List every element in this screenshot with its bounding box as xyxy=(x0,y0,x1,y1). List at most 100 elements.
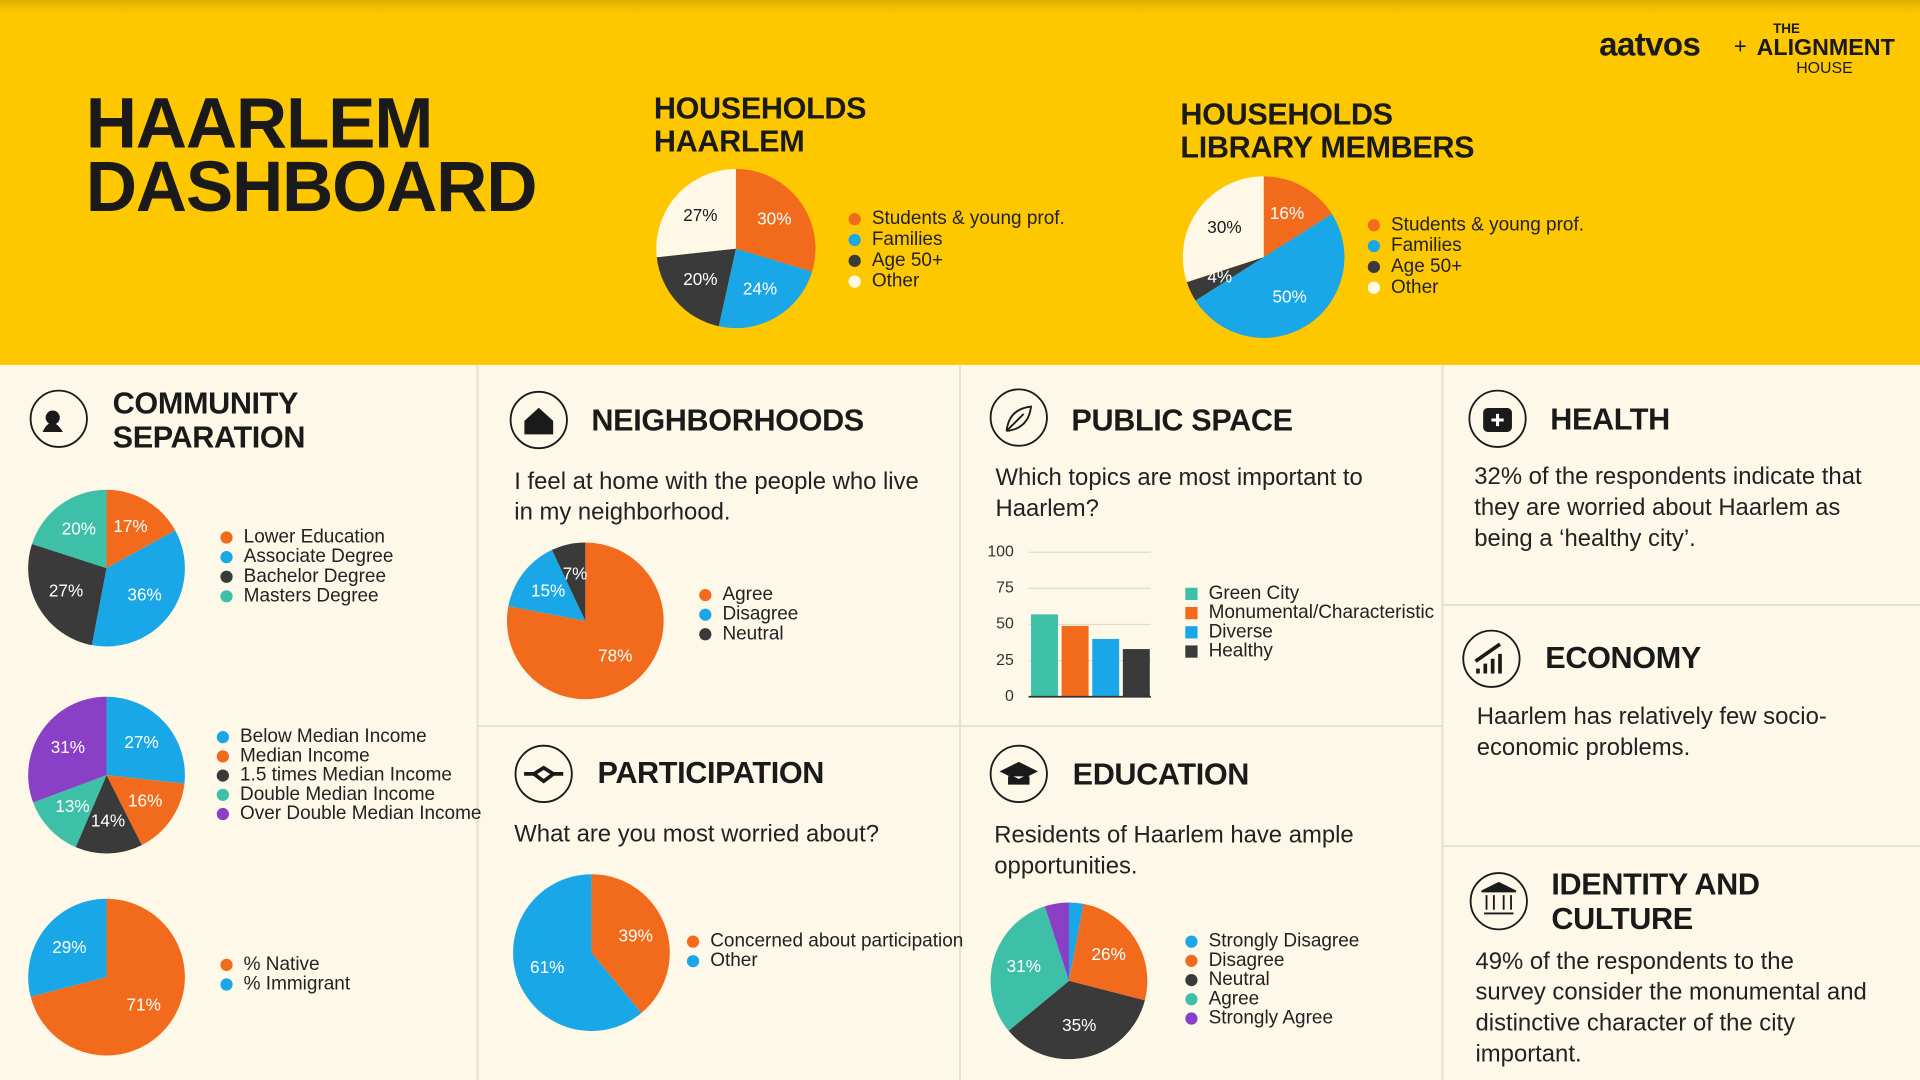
legend-swatch xyxy=(220,570,233,583)
legend-swatch xyxy=(216,769,229,782)
legend-label: Bachelor Degree xyxy=(244,566,386,587)
slice-label: 16% xyxy=(1270,203,1304,223)
chart-title: HOUSEHOLDS xyxy=(1180,97,1392,131)
pie-slice xyxy=(1182,176,1264,283)
logo: ALIGNMENT xyxy=(1757,34,1895,60)
legend-swatch xyxy=(699,608,712,621)
legend-label: Masters Degree xyxy=(244,585,379,606)
slice-label: 17% xyxy=(113,516,147,536)
y-tick-label: 100 xyxy=(987,543,1014,560)
pie-slice xyxy=(28,696,107,803)
slice-label: 27% xyxy=(49,581,83,601)
pie-slice xyxy=(1186,257,1264,301)
slice-label: 26% xyxy=(1092,944,1126,964)
chart-title: HAARLEM xyxy=(654,124,804,158)
bar xyxy=(1031,614,1058,697)
y-tick-label: 25 xyxy=(996,652,1014,669)
panel-title: PUBLIC SPACE xyxy=(1071,404,1292,438)
legend-label: Agree xyxy=(722,584,773,605)
legend-swatch xyxy=(216,731,229,744)
panel-text: they are worried about Haarlem as xyxy=(1474,494,1840,521)
legend-label: Age 50+ xyxy=(872,250,943,271)
legend-label: Median Income xyxy=(240,745,370,766)
legend-swatch xyxy=(1185,645,1198,658)
legend-label: Double Median Income xyxy=(240,784,435,805)
panel-text: Which topics are most important to xyxy=(996,464,1363,491)
pie-slice xyxy=(1068,903,1148,1001)
header-band xyxy=(0,0,1920,365)
slice-label: 50% xyxy=(1273,287,1307,307)
y-tick-label: 50 xyxy=(996,616,1014,633)
legend-swatch xyxy=(1185,993,1198,1006)
pie-slice xyxy=(106,489,176,569)
legend-label: Green City xyxy=(1209,583,1300,604)
legend-swatch xyxy=(220,958,233,972)
icons xyxy=(29,388,1528,931)
pie-slice xyxy=(33,775,107,848)
dashboard-title: DASHBOARD xyxy=(86,148,537,227)
slice-label: 35% xyxy=(1062,1015,1096,1035)
legend-label: Over Double Median Income xyxy=(240,803,481,824)
slice-label: 61% xyxy=(530,957,564,977)
legend-swatch xyxy=(699,628,712,641)
legend-label: Associate Degree xyxy=(244,546,394,567)
chart-title: LIBRARY MEMBERS xyxy=(1180,130,1474,164)
pie-slice xyxy=(508,549,586,621)
panel-text: economic problems. xyxy=(1477,734,1691,761)
legend-swatch xyxy=(1185,626,1198,639)
pie-slice xyxy=(513,874,642,1032)
slice-label: 14% xyxy=(91,811,125,831)
pie-slice xyxy=(656,168,736,258)
panel-title: PARTICIPATION xyxy=(598,756,824,790)
legend-label: Age 50+ xyxy=(1391,256,1462,277)
logo: THE xyxy=(1773,21,1800,36)
bar xyxy=(1092,638,1120,697)
legend-swatch xyxy=(1185,973,1198,987)
slice-label: 71% xyxy=(127,994,161,1014)
panel-text: Haarlem has relatively few socio- xyxy=(1477,703,1827,730)
pie-slice xyxy=(1068,902,1084,981)
panel-text: opportunities. xyxy=(994,853,1137,880)
panel-title: NEIGHBORHOODS xyxy=(591,404,863,438)
legend-label: Other xyxy=(872,271,919,292)
legend-swatch xyxy=(220,531,233,544)
bar xyxy=(1061,625,1089,697)
legend-label: Neutral xyxy=(1209,969,1270,990)
panel-title: EDUCATION xyxy=(1073,757,1249,791)
legend-label: Strongly Disagree xyxy=(1209,931,1360,952)
legend-swatch xyxy=(686,935,700,948)
pie-slice xyxy=(1263,176,1332,258)
legend-swatch xyxy=(220,978,233,991)
panel-title: IDENTITY AND xyxy=(1551,868,1759,902)
legend-swatch xyxy=(1185,935,1198,948)
legend-swatch xyxy=(699,588,712,602)
legend-label: 1.5 times Median Income xyxy=(240,765,452,786)
slice-label: 7% xyxy=(563,563,588,583)
logo-plus: + xyxy=(1734,34,1747,59)
legend-swatch xyxy=(848,213,861,226)
panel-text: survey consider the monumental and xyxy=(1476,979,1867,1006)
panel-text: 49% of the respondents to the xyxy=(1476,948,1794,975)
slice-label: 24% xyxy=(743,278,777,298)
legend-swatch xyxy=(1185,587,1198,600)
legend-label: % Native xyxy=(244,954,320,975)
slice-label: 20% xyxy=(683,269,717,289)
legend-label: Neutral xyxy=(722,623,783,644)
pie-slice xyxy=(31,489,107,569)
slice-label: 27% xyxy=(683,205,717,225)
pie-slice xyxy=(1044,902,1069,981)
slice-label: 31% xyxy=(51,737,85,757)
panel-text: What are you most worried about? xyxy=(514,820,879,847)
panel-title: HEALTH xyxy=(1550,402,1670,436)
pie-slice xyxy=(1008,980,1145,1060)
legend-swatch xyxy=(220,590,233,603)
legend-label: Other xyxy=(1391,277,1438,298)
legend-label: % Immigrant xyxy=(244,974,351,995)
legend-swatch xyxy=(216,788,229,801)
legend-label: Below Median Income xyxy=(240,726,427,747)
legend-swatch xyxy=(848,233,861,247)
panel-title: CULTURE xyxy=(1551,902,1692,936)
panel-title: ECONOMY xyxy=(1545,641,1701,675)
